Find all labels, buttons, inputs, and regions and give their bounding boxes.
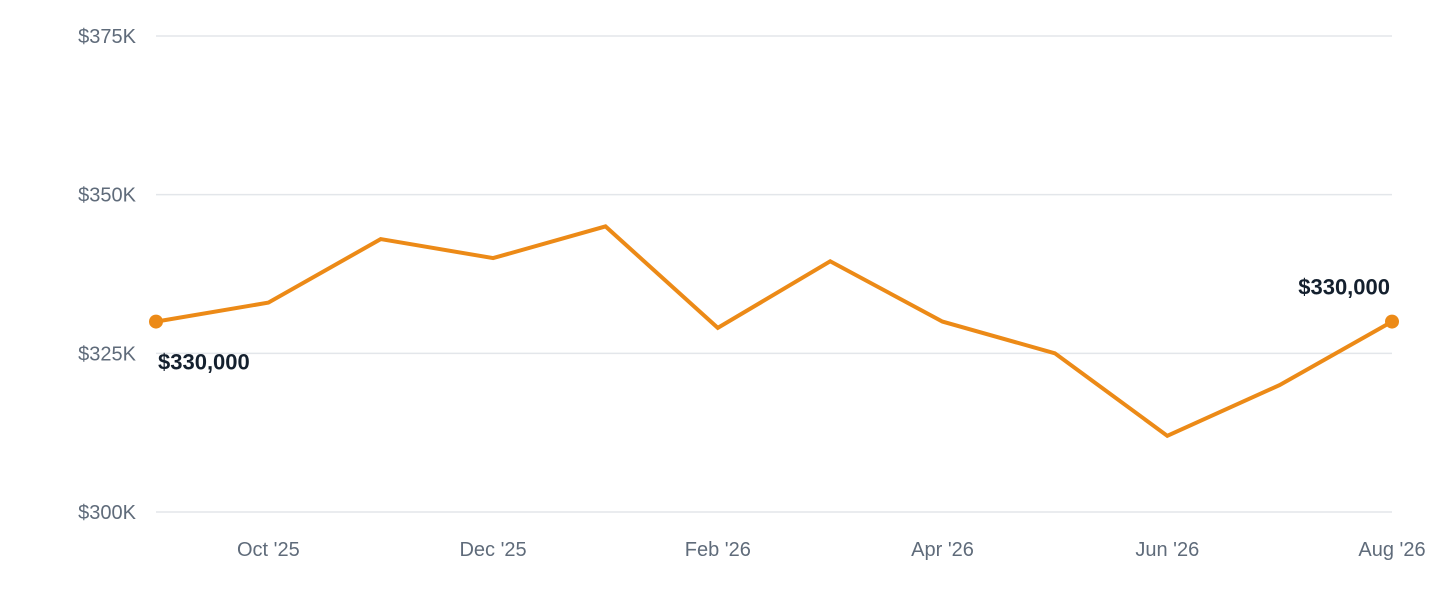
y-tick-label: $325K xyxy=(78,343,136,365)
data-point xyxy=(1385,314,1399,329)
x-tick-label: Feb '26 xyxy=(685,539,751,561)
x-tick-label: Jun '26 xyxy=(1135,539,1199,561)
y-axis-ticks: $300K $325K $350K $375K xyxy=(78,26,136,524)
y-tick-label: $375K xyxy=(78,26,136,48)
data-label: $330,000 xyxy=(1298,275,1390,300)
x-tick-label: Apr '26 xyxy=(911,539,974,561)
series-line xyxy=(154,224,1394,439)
gridlines xyxy=(156,35,1392,513)
data-label: $330,000 xyxy=(158,350,250,375)
x-axis-ticks: Oct '25 Dec '25 Feb '26 Apr '26 Jun '26 Aug '… xyxy=(237,539,1426,561)
y-tick-label: $350K xyxy=(78,185,136,207)
series-layer xyxy=(149,224,1399,439)
x-tick-label: Dec '25 xyxy=(459,539,526,561)
annotation-layer: $330,000 $330,000 xyxy=(158,275,1390,375)
x-tick-label: Oct '25 xyxy=(237,539,300,561)
y-tick-label: $300K xyxy=(78,502,136,524)
data-point xyxy=(149,314,163,329)
x-tick-label: Aug '26 xyxy=(1358,539,1425,561)
